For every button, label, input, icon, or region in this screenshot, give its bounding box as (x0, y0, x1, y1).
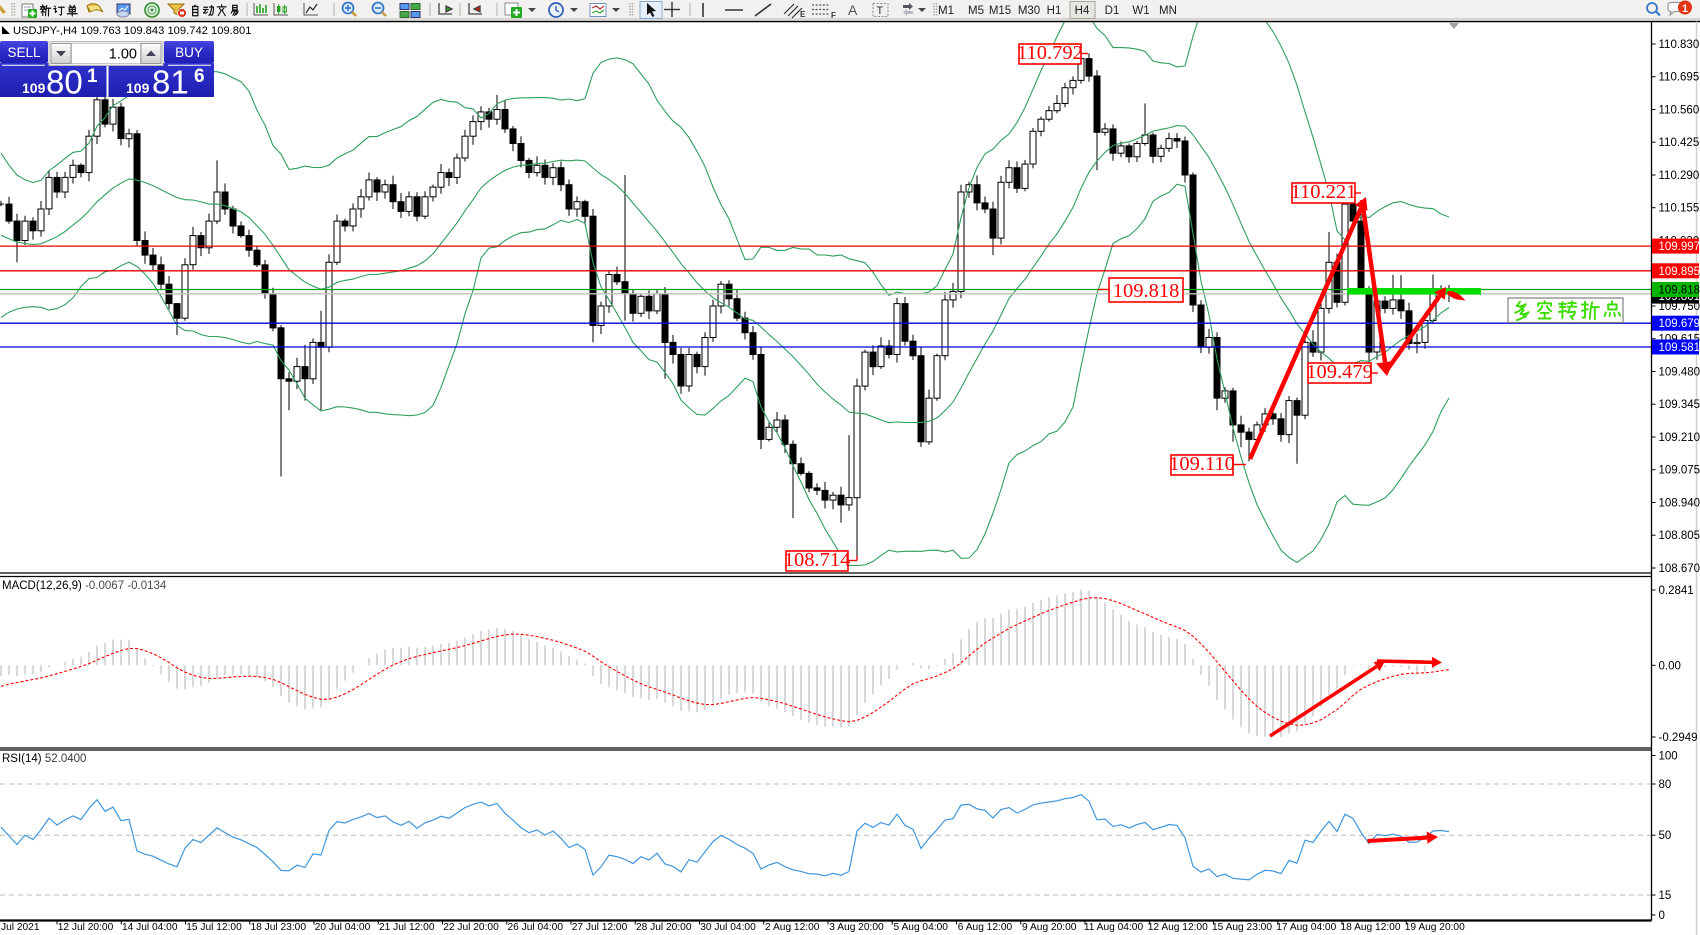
svg-text:110.221: 110.221 (1291, 181, 1357, 203)
svg-text:109.997: 109.997 (1659, 241, 1700, 253)
svg-text:MN: MN (1159, 5, 1177, 17)
svg-text:MACD(12,26,9) -0.0067 -0.0134: MACD(12,26,9) -0.0067 -0.0134 (2, 580, 167, 592)
svg-text:80: 80 (1659, 779, 1672, 791)
svg-text:30 Jul 04:00: 30 Jul 04:00 (700, 922, 756, 933)
svg-text:D1: D1 (1105, 5, 1120, 17)
svg-text:15 Jul 12:00: 15 Jul 12:00 (186, 922, 242, 933)
svg-text:0: 0 (1659, 910, 1665, 922)
svg-text:W1: W1 (1132, 5, 1149, 17)
svg-text:17 Aug 04:00: 17 Aug 04:00 (1276, 922, 1336, 933)
svg-text:12 Aug 12:00: 12 Aug 12:00 (1148, 922, 1208, 933)
svg-text:110.560: 110.560 (1659, 105, 1700, 117)
svg-text:81: 81 (152, 64, 189, 101)
svg-text:6: 6 (194, 66, 205, 87)
svg-text:110.290: 110.290 (1659, 170, 1700, 182)
svg-text:M15: M15 (989, 5, 1011, 17)
svg-text:BUY: BUY (175, 45, 203, 60)
svg-text:28 Jul 20:00: 28 Jul 20:00 (636, 922, 692, 933)
svg-text:H1: H1 (1047, 5, 1062, 17)
svg-text:109.679: 109.679 (1659, 318, 1700, 330)
svg-text:0.00: 0.00 (1659, 660, 1681, 672)
svg-text:108.940: 108.940 (1659, 498, 1700, 510)
svg-text:109.210: 109.210 (1659, 432, 1700, 444)
svg-text:27 Jul 12:00: 27 Jul 12:00 (572, 922, 628, 933)
svg-text:2 Aug 12:00: 2 Aug 12:00 (765, 922, 820, 933)
svg-text:26 Jul 04:00: 26 Jul 04:00 (507, 922, 563, 933)
svg-text:1: 1 (1682, 3, 1688, 15)
svg-text:109.818: 109.818 (1113, 280, 1180, 302)
svg-text:14 Jul 04:00: 14 Jul 04:00 (122, 922, 178, 933)
svg-text:-0.2949: -0.2949 (1659, 732, 1698, 744)
svg-text:0.2841: 0.2841 (1659, 585, 1694, 597)
svg-text:109.345: 109.345 (1659, 399, 1700, 411)
svg-text:50: 50 (1659, 830, 1672, 842)
svg-text:15 Aug 23:00: 15 Aug 23:00 (1212, 922, 1272, 933)
svg-text:110.830: 110.830 (1659, 39, 1700, 51)
svg-text:15: 15 (1659, 890, 1672, 902)
svg-text:109.075: 109.075 (1659, 465, 1700, 477)
svg-text:18 Aug 12:00: 18 Aug 12:00 (1340, 922, 1400, 933)
svg-text:H4: H4 (1075, 5, 1090, 17)
svg-text:M5: M5 (968, 5, 984, 17)
svg-text:80: 80 (46, 64, 83, 101)
svg-text:9 Aug 20:00: 9 Aug 20:00 (1022, 922, 1077, 933)
svg-text:E: E (800, 10, 806, 19)
svg-text:109.110: 109.110 (1169, 453, 1235, 475)
svg-text:18 Jul 23:00: 18 Jul 23:00 (250, 922, 306, 933)
svg-text:108.670: 108.670 (1659, 563, 1700, 575)
svg-text:6 Aug 12:00: 6 Aug 12:00 (958, 922, 1013, 933)
svg-text:100: 100 (1659, 751, 1678, 763)
svg-text:A: A (848, 2, 858, 18)
svg-text:11 Aug 04:00: 11 Aug 04:00 (1084, 922, 1144, 933)
svg-text:5 Aug 04:00: 5 Aug 04:00 (894, 922, 949, 933)
svg-text:12 Jul 20:00: 12 Jul 20:00 (58, 922, 114, 933)
svg-text:M1: M1 (938, 5, 954, 17)
svg-text:109.818: 109.818 (1659, 285, 1700, 297)
svg-text:RSI(14) 52.0400: RSI(14) 52.0400 (2, 753, 86, 765)
svg-text:110.792: 110.792 (1017, 42, 1083, 64)
svg-text:110.155: 110.155 (1659, 203, 1700, 215)
svg-text:109: 109 (22, 80, 46, 96)
svg-text:Jul 2021: Jul 2021 (1, 922, 40, 933)
svg-text:110.425: 110.425 (1659, 137, 1700, 149)
svg-text:19 Aug 20:00: 19 Aug 20:00 (1405, 922, 1465, 933)
svg-text:109.479: 109.479 (1306, 361, 1373, 383)
svg-text:108.805: 108.805 (1659, 530, 1700, 542)
svg-text:3 Aug 20:00: 3 Aug 20:00 (829, 922, 884, 933)
svg-text:109.895: 109.895 (1659, 266, 1700, 278)
svg-text:USDJPY-,H4 109.763 109.843 10: USDJPY-,H4 109.763 109.843 109.742 109.8… (13, 25, 251, 37)
svg-text:109: 109 (126, 80, 150, 96)
svg-text:22 Jul 20:00: 22 Jul 20:00 (443, 922, 499, 933)
svg-text:109.750: 109.750 (1659, 301, 1700, 313)
svg-text:SELL: SELL (7, 45, 41, 60)
svg-text:21 Jul 12:00: 21 Jul 12:00 (379, 922, 435, 933)
svg-text:110.695: 110.695 (1659, 72, 1700, 84)
svg-text:F: F (831, 11, 836, 20)
svg-text:T: T (877, 5, 884, 17)
svg-text:1.00: 1.00 (109, 47, 137, 63)
svg-text:M30: M30 (1018, 5, 1040, 17)
svg-text:1: 1 (87, 66, 98, 87)
svg-text:108.714: 108.714 (784, 549, 851, 571)
svg-text:109.581: 109.581 (1659, 342, 1700, 354)
svg-text:20 Jul 04:00: 20 Jul 04:00 (315, 922, 371, 933)
svg-text:109.480: 109.480 (1659, 367, 1700, 379)
